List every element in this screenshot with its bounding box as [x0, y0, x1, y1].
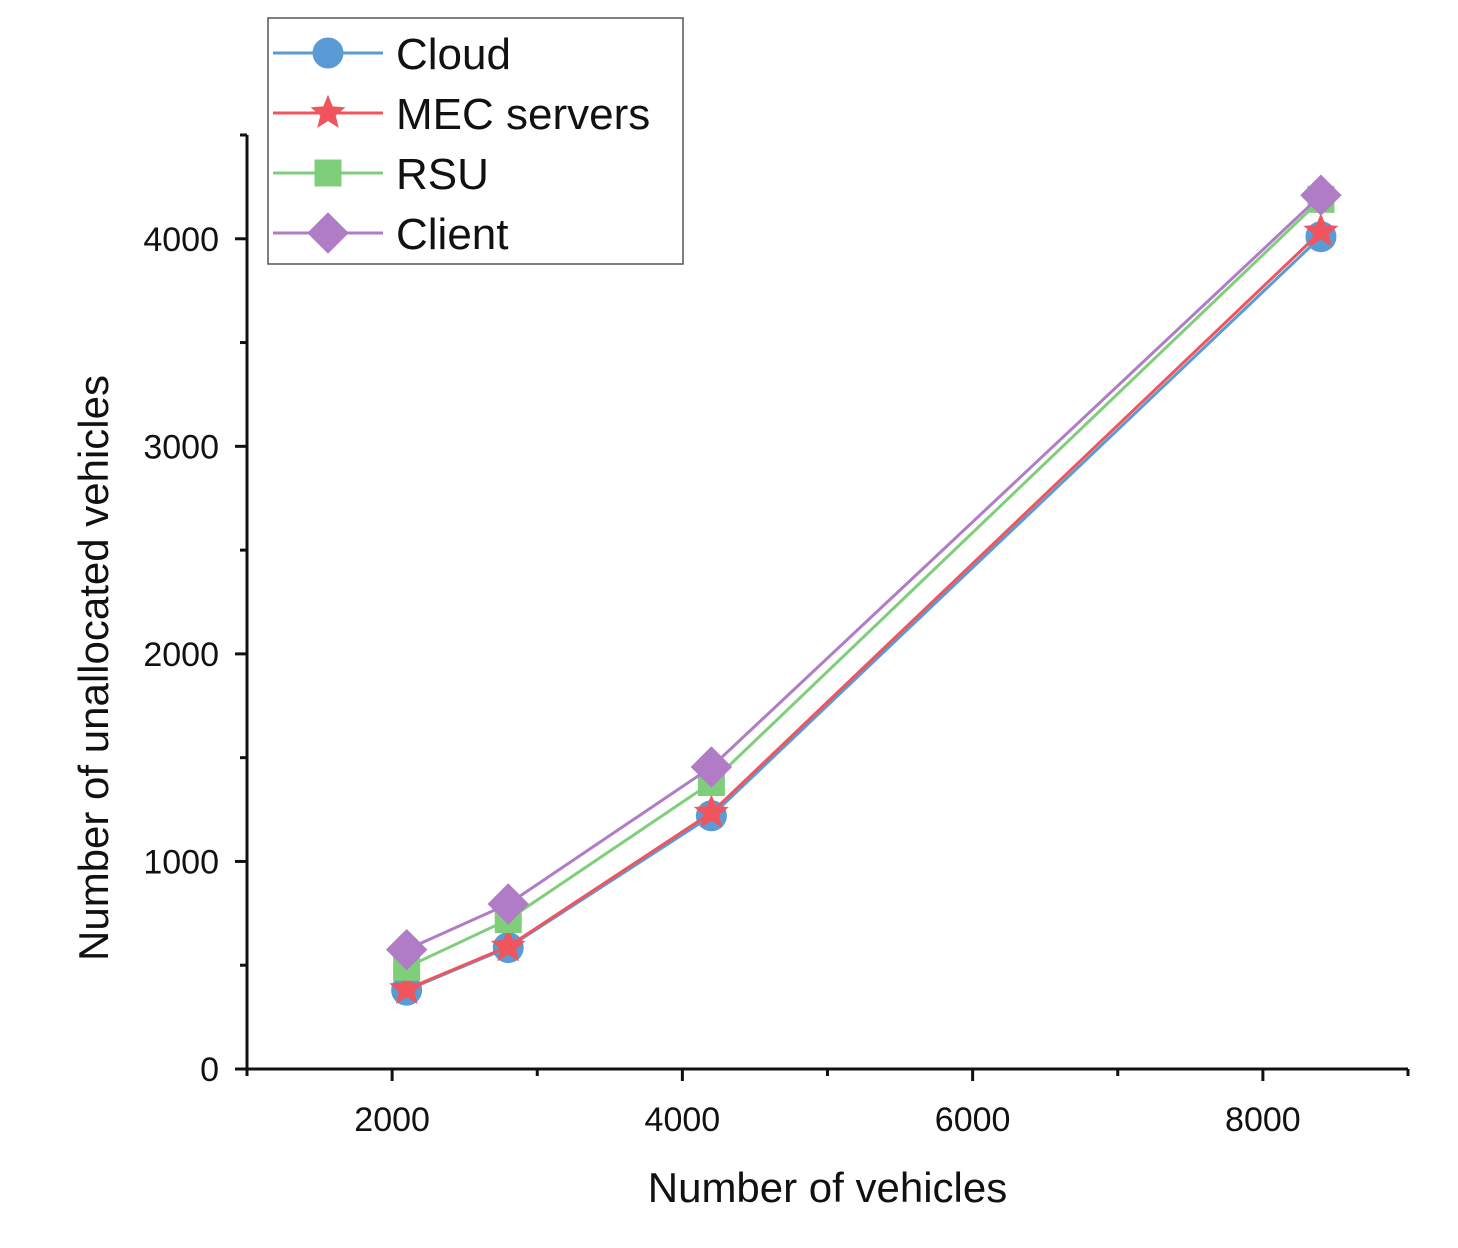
series-line-client: [406, 194, 1322, 952]
legend-label: Client: [396, 210, 509, 259]
legend: Cloud MEC servers RSU Client: [267, 17, 684, 265]
legend-label: Cloud: [396, 30, 511, 79]
y-tick-label: 4000: [143, 221, 219, 259]
data-point-mec-servers: [490, 928, 526, 962]
series-layer: [385, 174, 1342, 1006]
series-line-cloud: [406, 235, 1322, 992]
y-tick-label: 2000: [143, 636, 219, 674]
legend-marker-mec-servers: [310, 94, 346, 128]
x-ticks: 2000 4000 6000 8000: [245, 1069, 1410, 1139]
legend-item-client: Client: [273, 210, 509, 259]
data-point-client: [1300, 174, 1342, 216]
legend-entries: Cloud MEC servers RSU Client: [273, 30, 650, 259]
legend-marker-rsu: [314, 159, 342, 187]
legend-item-cloud: Cloud: [273, 30, 511, 79]
x-tick-label: 2000: [354, 1101, 430, 1139]
y-tick-label: 0: [200, 1051, 219, 1089]
data-point-mec-servers: [693, 794, 729, 828]
y-ticks: 0 1000 2000 3000 4000: [143, 133, 247, 1089]
data-point-client: [690, 746, 733, 788]
legend-item-rsu: RSU: [273, 150, 489, 199]
series-mec-servers: [389, 213, 1339, 1004]
y-tick-label: 1000: [143, 843, 219, 881]
x-tick-label: 6000: [935, 1101, 1011, 1139]
y-axis-title: Number of unallocated vehicles: [70, 375, 117, 961]
legend-item-mec-servers: MEC servers: [273, 90, 650, 139]
series-line-rsu: [406, 198, 1322, 969]
legend-marker-cloud: [312, 37, 344, 69]
legend-marker-client: [307, 212, 349, 254]
x-tick-label: 4000: [645, 1101, 721, 1139]
data-point-mec-servers: [1303, 213, 1339, 247]
series-client: [385, 174, 1342, 971]
legend-label: MEC servers: [396, 90, 650, 139]
data-point-client: [385, 928, 428, 971]
series-rsu: [393, 185, 1335, 981]
x-axis-title: Number of vehicles: [648, 1164, 1007, 1211]
axes: 2000 4000 6000 8000 0 1000 2000 3000 4000: [143, 133, 1410, 1139]
series-line-mec-servers: [406, 230, 1322, 991]
y-tick-label: 3000: [143, 428, 219, 466]
x-tick-label: 8000: [1225, 1101, 1301, 1139]
data-point-mec-servers: [389, 970, 425, 1004]
data-point-client: [487, 883, 529, 925]
legend-label: RSU: [396, 150, 489, 199]
